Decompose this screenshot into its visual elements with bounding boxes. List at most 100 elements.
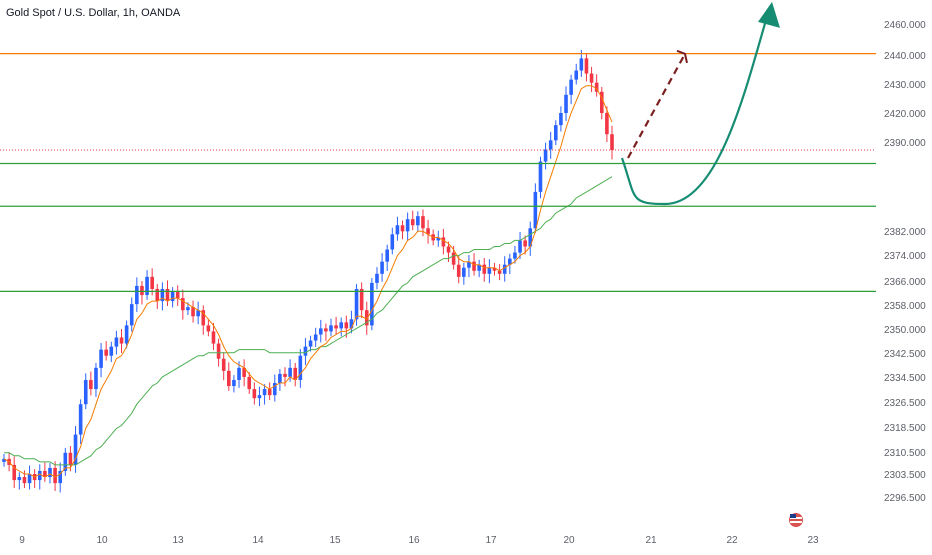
candle-body [114,337,119,347]
price-tick: 2334.500 [884,373,926,384]
candle-body [227,370,231,387]
candle-body [564,94,568,114]
candle-body [370,282,374,326]
candle-body [553,125,558,141]
price-tick: 2374.000 [884,251,926,262]
price-axis[interactable]: 2460.000 2440.000 2430.000 2420.000 2390.000… [876,0,932,550]
candle-body [48,467,52,478]
candle-body [533,191,538,229]
candle-body [354,288,359,320]
candle-body [221,358,226,371]
price-tick: 2366.000 [884,277,926,288]
candle-body [467,261,471,268]
candle-body [53,467,57,484]
candle-body [579,58,584,71]
candle-body [548,140,553,150]
candle-body [349,319,354,329]
candle-body [135,285,139,305]
candle-body [594,82,599,92]
candle-body [390,234,395,250]
price-tick: 2460.000 [884,20,926,31]
candle-body [94,367,98,390]
candle-body [145,276,149,296]
candle-body [288,367,292,377]
candle-body [232,379,236,387]
candle-body [247,376,252,390]
candle-body [436,237,441,241]
levels-layer: 2449.5632413.3582399.2762371.1972417.805… [0,46,931,299]
candle-body [589,73,594,83]
candle-body [543,149,548,162]
candle-body [523,240,527,247]
price-tick: 2326.500 [884,398,926,409]
candle-body [140,285,144,296]
price-tick: 2440.000 [884,51,926,62]
time-tick: 17 [485,535,497,546]
candle-body [334,325,338,329]
candle-body [191,307,195,317]
flag-icon[interactable] [789,513,803,527]
candle-body [538,161,543,192]
candle-body [395,225,400,235]
projection-dashed-arrowhead [676,49,688,64]
candle-body [170,291,175,302]
moving-averages-layer [3,85,613,478]
time-axis[interactable]: 9 10 13 14 15 16 17 20 21 22 23 [19,535,819,546]
candle-body [206,325,211,332]
projections-layer [620,1,780,206]
candle-body [160,288,165,302]
price-tick: 2390.000 [884,138,926,149]
candle-body [201,310,206,326]
price-tick: 2382.000 [884,227,926,238]
candle-body [313,334,318,341]
time-tick: 15 [329,535,341,546]
candle-body [2,458,6,462]
candle-body [385,249,389,262]
candle-body [109,346,114,356]
candle-body [22,477,27,484]
candle-body [329,325,333,332]
sma-slow-line [4,176,613,466]
candle-body [482,264,487,274]
candle-body [283,373,287,377]
candle-body [364,310,369,326]
candle-body [17,477,22,481]
candle-body [359,288,364,311]
projection-curve-arrow [620,19,768,206]
candle-body [318,328,323,335]
candle-body [73,434,78,465]
candle-body [574,70,579,80]
candle-body [405,219,410,232]
candle-body [242,367,246,377]
candle-body [27,474,32,484]
candle-body [416,216,420,226]
candle-body [508,258,512,265]
candle-body [421,216,425,229]
candle-body [293,367,298,380]
candle-body [181,298,185,311]
candle-body [89,379,93,390]
candle-body [410,219,415,226]
ema-fast-line [3,85,613,478]
price-tick: 2310.500 [884,448,926,459]
candle-body [559,113,563,126]
candles-layer [2,49,614,493]
candle-body [441,237,446,247]
candle-body [569,79,573,95]
candle-body [43,470,47,478]
time-tick: 14 [252,535,264,546]
candle-body [165,288,170,302]
candle-body [528,228,533,247]
candle-body [492,267,497,271]
candle-body [63,452,68,471]
candle-body [150,276,154,289]
candle-body [451,252,456,265]
price-tick: 2318.500 [884,423,926,434]
projection-dashed-arrow [627,53,686,159]
candle-body [518,240,522,253]
price-tick: 2296.500 [884,493,926,504]
candle-body [83,379,88,405]
time-tick: 13 [172,535,184,546]
